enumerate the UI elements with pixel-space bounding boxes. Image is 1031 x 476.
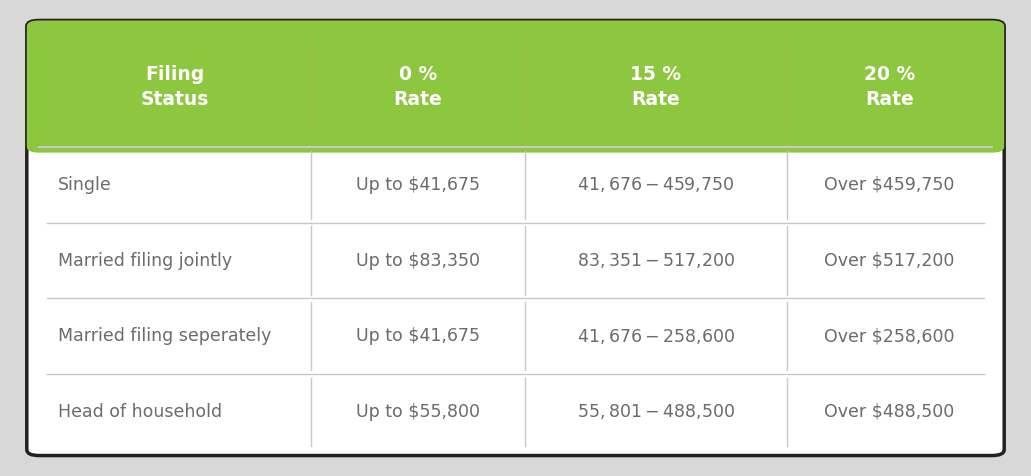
Text: Over $488,500: Over $488,500 [825,403,955,421]
Text: Over $258,600: Over $258,600 [824,327,955,345]
Text: Married filing jointly: Married filing jointly [58,251,232,269]
Bar [39,105,992,147]
Text: $41,676 - $459,750: $41,676 - $459,750 [577,175,735,194]
Text: Head of household: Head of household [58,403,222,421]
Text: 15 %
Rate: 15 % Rate [630,65,681,109]
Text: Up to $55,800: Up to $55,800 [356,403,479,421]
FancyBboxPatch shape [27,20,1004,153]
Text: $41,676 - $258,600: $41,676 - $258,600 [577,327,735,346]
Text: Married filing seperately: Married filing seperately [58,327,271,345]
Text: Filing
Status: Filing Status [141,65,209,109]
FancyBboxPatch shape [27,20,1004,456]
Text: 20 %
Rate: 20 % Rate [864,65,916,109]
Text: Over $459,750: Over $459,750 [824,176,955,194]
Text: Up to $83,350: Up to $83,350 [356,251,479,269]
Text: Over $517,200: Over $517,200 [824,251,955,269]
Text: $55,801 - $488,500: $55,801 - $488,500 [577,402,735,421]
Text: Up to $41,675: Up to $41,675 [356,176,479,194]
Text: Single: Single [58,176,111,194]
Text: Up to $41,675: Up to $41,675 [356,327,479,345]
Text: $83,351 - $517,200: $83,351 - $517,200 [577,251,735,270]
Text: 0 %
Rate: 0 % Rate [394,65,442,109]
